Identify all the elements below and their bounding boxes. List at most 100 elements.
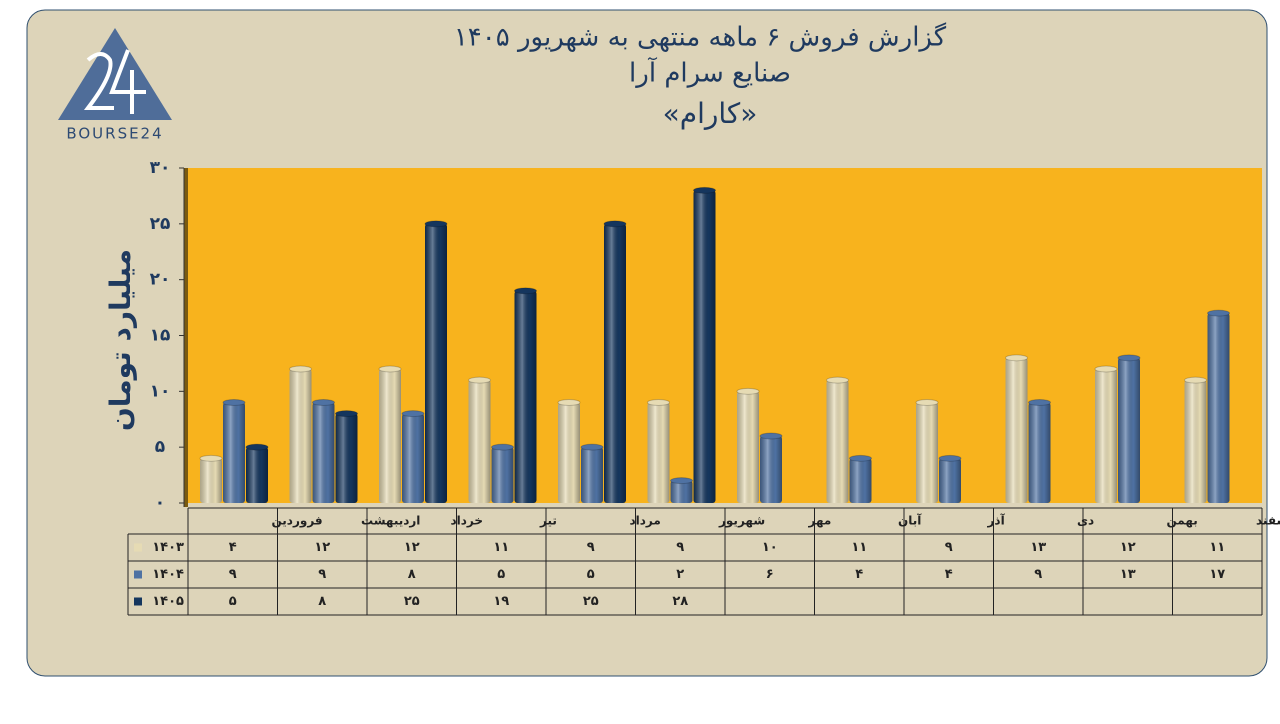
table-value: ۵: [229, 594, 237, 609]
bar-shade: [1005, 357, 1028, 503]
y-tick-label: ۲۰: [150, 270, 171, 290]
bar-cap: [826, 376, 849, 384]
bar-cap: [1117, 354, 1141, 362]
bar-cap: [1028, 399, 1051, 406]
y-tick-label: ۱۰: [150, 381, 171, 401]
bar-cap: [1184, 376, 1207, 384]
bar-shade: [604, 223, 626, 504]
bar-cap: [312, 399, 335, 406]
legend-label: ۱۴۰۴: [152, 567, 184, 582]
bar-cap: [670, 477, 693, 485]
x-tick-label: اسفند: [1256, 514, 1280, 528]
bar-shade: [491, 447, 514, 503]
x-tick-label: آبان: [898, 513, 922, 528]
table-value: ۹: [318, 567, 326, 582]
table-value: ۴: [855, 567, 863, 582]
bar-cap: [647, 399, 670, 406]
bar-cap: [693, 186, 716, 194]
y-tick-label: ۲۵: [150, 214, 171, 234]
x-tick-label: شهریور: [718, 514, 765, 529]
x-tick-label: خرداد: [451, 514, 484, 528]
bar-cap: [514, 287, 537, 295]
bar-shade: [581, 447, 603, 503]
bar-cap: [938, 454, 962, 462]
bar-shade: [312, 402, 335, 503]
chart-title: گزارش فروش ۶ ماهه منتهی به شهریور ۱۴۰۵: [454, 22, 947, 53]
bar-shade: [468, 380, 491, 503]
bar-shade: [379, 369, 401, 503]
y-tick-label: ۵: [155, 437, 165, 457]
bar-cap: [468, 376, 491, 384]
bar-cap: [401, 410, 425, 418]
bar-cap: [557, 399, 581, 406]
bar-shade: [425, 223, 447, 504]
bar-cap: [580, 443, 604, 451]
bar-cap: [849, 454, 872, 462]
table-value: ۹: [945, 540, 953, 555]
chart-subtitle: صنایع سرام آرا: [629, 57, 791, 89]
table-value: ۹: [229, 567, 237, 582]
bar-shade: [760, 436, 782, 503]
table-value: ۹: [676, 540, 684, 555]
bar-shade: [335, 413, 358, 503]
bar-shade: [246, 447, 268, 503]
x-tick-label: اردیبهشت: [361, 514, 420, 528]
x-tick-label: دی: [1077, 514, 1094, 528]
table-value: ۱۳: [1030, 540, 1046, 555]
table-value: ۱۷: [1209, 567, 1225, 582]
legend-swatch: [134, 543, 142, 552]
table-value: ۸: [408, 567, 416, 582]
table-value: ۱۱: [493, 540, 509, 555]
y-tick-label: ۳۰: [150, 158, 171, 178]
bar-shade: [916, 402, 938, 503]
bar-cap: [222, 399, 246, 406]
bar-cap: [378, 365, 402, 373]
legend-label: ۱۴۰۳: [152, 540, 184, 555]
bar-shade: [514, 290, 537, 503]
logo-text: BOURSE24: [66, 125, 163, 143]
bar-cap: [199, 454, 223, 462]
plot-area: [188, 168, 1262, 503]
x-tick-label: مرداد: [630, 514, 661, 528]
bar-shade: [670, 480, 693, 503]
bar-cap: [491, 443, 514, 451]
bar-shade: [826, 380, 849, 503]
bar-shade: [737, 391, 759, 503]
plot-wall: [184, 168, 188, 507]
table-value: ۱۲: [404, 540, 420, 555]
table-value: ۱۳: [1120, 567, 1136, 582]
y-axis-label: میلیارد تومان: [104, 249, 137, 431]
table-value: ۱۲: [1120, 540, 1136, 555]
bar-shade: [289, 369, 312, 503]
bar-shade: [849, 458, 872, 503]
table-value: ۴: [945, 567, 953, 582]
table-value: ۶: [766, 567, 774, 582]
table-value: ۵: [497, 567, 505, 582]
bar-shade: [1184, 380, 1207, 503]
x-tick-label: تیر: [539, 514, 557, 528]
bar-cap: [915, 399, 939, 406]
bar-shade: [1118, 357, 1140, 503]
bar-shade: [223, 402, 245, 503]
logo: BOURSE24: [58, 28, 172, 143]
x-tick-label: آذر: [987, 513, 1006, 528]
legend-swatch: [134, 570, 142, 579]
legend-swatch: [134, 597, 142, 606]
table-value: ۵: [587, 567, 595, 582]
table-value: ۲۵: [404, 594, 420, 609]
chart-subtitle: «کارام»: [663, 97, 758, 130]
bar-cap: [335, 410, 358, 418]
table-value: ۸: [318, 594, 326, 609]
x-tick-label: مهر: [808, 514, 832, 528]
bar-shade: [693, 190, 716, 504]
table-value: ۱۱: [851, 540, 867, 555]
table-value: ۴: [229, 540, 237, 555]
bar-shade: [1095, 369, 1117, 503]
x-tick-label: فروردین: [272, 514, 323, 529]
table-value: ۲۸: [672, 594, 688, 609]
bar-shade: [558, 402, 580, 503]
table-value: ۲: [676, 567, 684, 582]
bar-cap: [424, 220, 448, 228]
table-value: ۱۲: [314, 540, 330, 555]
